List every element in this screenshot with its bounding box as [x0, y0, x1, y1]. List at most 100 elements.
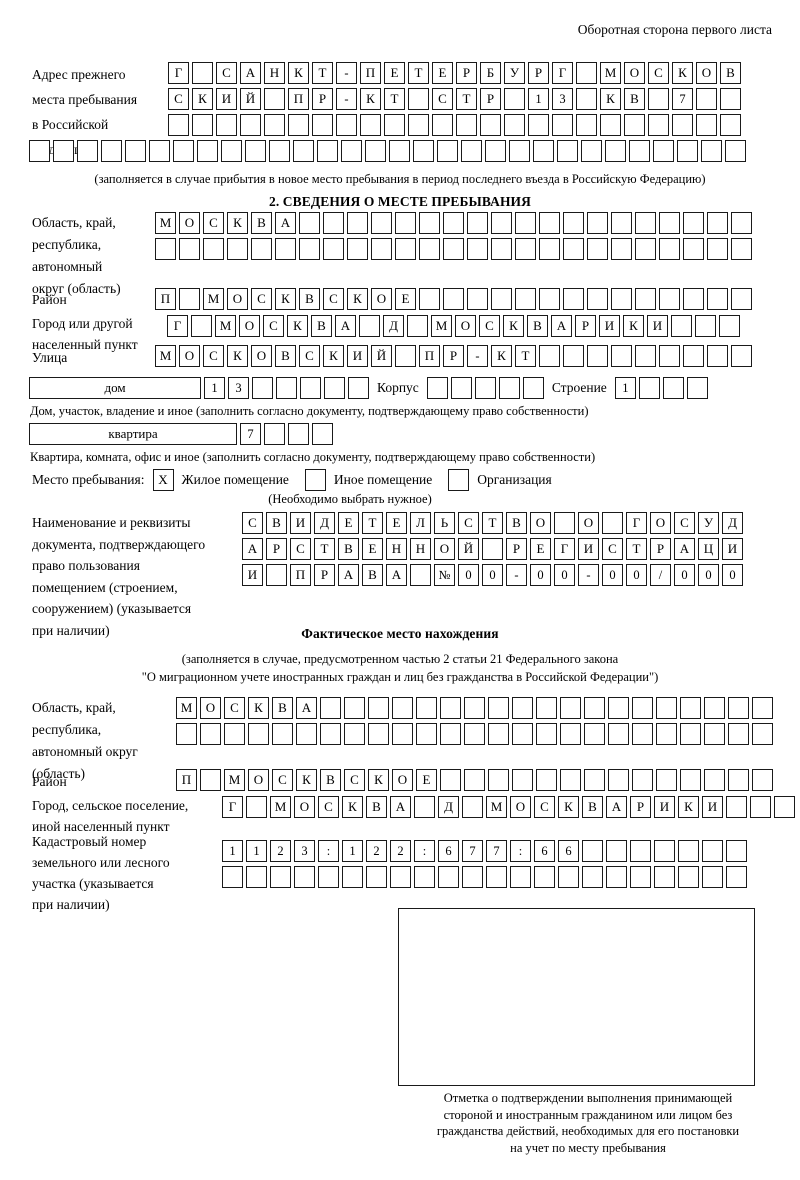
char-cell[interactable]: А [390, 796, 411, 818]
char-cell[interactable] [522, 377, 544, 399]
char-cell[interactable] [359, 315, 380, 337]
char-cell[interactable]: Н [386, 538, 407, 560]
char-cell[interactable] [390, 866, 411, 888]
char-cell[interactable] [728, 723, 749, 745]
char-cell[interactable] [491, 238, 512, 260]
char-cell[interactable] [371, 238, 392, 260]
char-cell[interactable] [288, 114, 309, 136]
char-cell[interactable]: О [239, 315, 260, 337]
char-cell[interactable]: В [362, 564, 383, 586]
char-cell[interactable] [245, 140, 266, 162]
char-cell[interactable] [200, 769, 221, 791]
char-cell[interactable] [671, 315, 692, 337]
char-cell[interactable] [731, 288, 752, 310]
char-cell[interactable] [276, 377, 297, 399]
char-cell[interactable]: В [582, 796, 603, 818]
char-cell[interactable] [347, 212, 368, 234]
char-cell[interactable] [608, 769, 629, 791]
char-cell[interactable] [563, 345, 584, 367]
char-cell[interactable] [656, 697, 677, 719]
char-cell[interactable] [368, 723, 389, 745]
char-cell[interactable]: - [336, 88, 357, 110]
char-cell[interactable]: И [290, 512, 311, 534]
char-cell[interactable] [317, 140, 338, 162]
char-cell[interactable]: : [510, 840, 531, 862]
char-cell[interactable]: О [392, 769, 413, 791]
char-cell[interactable]: А [240, 62, 261, 84]
char-cell[interactable] [395, 238, 416, 260]
char-cell[interactable]: С [534, 796, 555, 818]
prev-address-overflow-row[interactable] [29, 140, 746, 162]
char-cell[interactable] [464, 697, 485, 719]
char-cell[interactable]: / [650, 564, 671, 586]
char-cell[interactable]: 3 [294, 840, 315, 862]
char-cell[interactable]: Д [438, 796, 459, 818]
char-cell[interactable]: К [296, 769, 317, 791]
char-cell[interactable] [248, 723, 269, 745]
char-cell[interactable] [680, 697, 701, 719]
char-cell[interactable]: А [551, 315, 572, 337]
char-cell[interactable]: Й [458, 538, 479, 560]
char-cell[interactable] [474, 377, 496, 399]
char-cell[interactable] [563, 212, 584, 234]
char-cell[interactable]: В [320, 769, 341, 791]
char-cell[interactable]: П [290, 564, 311, 586]
char-cell[interactable]: Е [395, 288, 416, 310]
char-cell[interactable] [662, 377, 684, 399]
char-cell[interactable] [774, 796, 795, 818]
char-cell[interactable] [707, 288, 728, 310]
char-cell[interactable] [611, 212, 632, 234]
char-cell[interactable] [512, 697, 533, 719]
char-cell[interactable] [731, 212, 752, 234]
char-cell[interactable] [360, 114, 381, 136]
char-cell[interactable]: С [251, 288, 272, 310]
char-cell[interactable] [485, 140, 506, 162]
char-cell[interactable]: О [696, 62, 717, 84]
char-cell[interactable] [416, 723, 437, 745]
char-cell[interactable] [269, 140, 290, 162]
char-cell[interactable] [416, 697, 437, 719]
char-cell[interactable] [648, 114, 669, 136]
char-cell[interactable]: 0 [482, 564, 503, 586]
char-cell[interactable] [728, 697, 749, 719]
char-cell[interactable]: Р [630, 796, 651, 818]
char-cell[interactable] [704, 697, 725, 719]
char-cell[interactable]: С [263, 315, 284, 337]
char-cell[interactable] [726, 840, 747, 862]
char-cell[interactable]: М [203, 288, 224, 310]
char-cell[interactable]: 1 [246, 840, 267, 862]
char-cell[interactable] [227, 238, 248, 260]
char-cell[interactable] [29, 140, 50, 162]
char-cell[interactable] [480, 114, 501, 136]
char-cell[interactable]: С [432, 88, 453, 110]
char-cell[interactable]: И [647, 315, 668, 337]
char-cell[interactable] [341, 140, 362, 162]
char-cell[interactable] [407, 315, 428, 337]
char-cell[interactable] [683, 238, 704, 260]
char-cell[interactable]: М [176, 697, 197, 719]
char-cell[interactable] [605, 140, 626, 162]
char-cell[interactable] [486, 866, 507, 888]
char-cell[interactable]: В [251, 212, 272, 234]
char-cell[interactable]: О [294, 796, 315, 818]
char-cell[interactable]: Р [650, 538, 671, 560]
korpus-grid[interactable] [426, 377, 544, 399]
char-cell[interactable]: К [275, 288, 296, 310]
char-cell[interactable]: Р [312, 88, 333, 110]
char-cell[interactable] [608, 723, 629, 745]
char-cell[interactable]: Т [515, 345, 536, 367]
char-cell[interactable] [576, 88, 597, 110]
char-cell[interactable]: 0 [602, 564, 623, 586]
char-cell[interactable] [587, 238, 608, 260]
char-cell[interactable] [456, 114, 477, 136]
char-cell[interactable]: О [434, 538, 455, 560]
char-cell[interactable]: Т [362, 512, 383, 534]
